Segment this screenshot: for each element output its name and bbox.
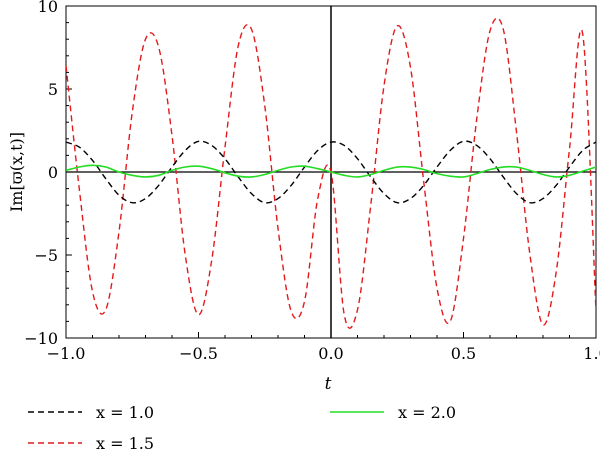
ticks: −1.0 −0.5 0.0 0.5 1.0 10 5 0 −5 −10 [24,0,600,363]
series-line-0 [66,140,596,204]
y-axis-label: Im[ϖ(x,t)] [7,132,26,212]
x-tick-label: 1.0 [583,344,600,363]
series-line-1 [66,17,596,329]
y-tick-label: 0 [48,163,58,182]
legend-item-x1: x = 1.0 [28,403,154,422]
y-tick-label: −5 [34,246,58,265]
y-tick-label: −10 [24,329,58,348]
legend: x = 1.0 x = 1.5 x = 2.0 [28,403,456,453]
series-line-2 [66,164,596,178]
legend-label-x2: x = 2.0 [398,403,456,422]
legend-item-x15: x = 1.5 [28,434,154,453]
x-tick-label: −0.5 [179,344,218,363]
legend-item-x2: x = 2.0 [330,403,456,422]
y-tick-label: 10 [38,0,58,16]
legend-label-x1: x = 1.0 [96,403,154,422]
y-tick-label: 5 [48,80,58,99]
x-tick-label: 0.5 [451,344,476,363]
x-tick-label: 0.0 [318,344,343,363]
legend-label-x15: x = 1.5 [96,434,154,453]
series-layer [66,17,596,329]
x-tick-label: −1.0 [47,344,86,363]
x-axis-label: t [325,374,332,394]
